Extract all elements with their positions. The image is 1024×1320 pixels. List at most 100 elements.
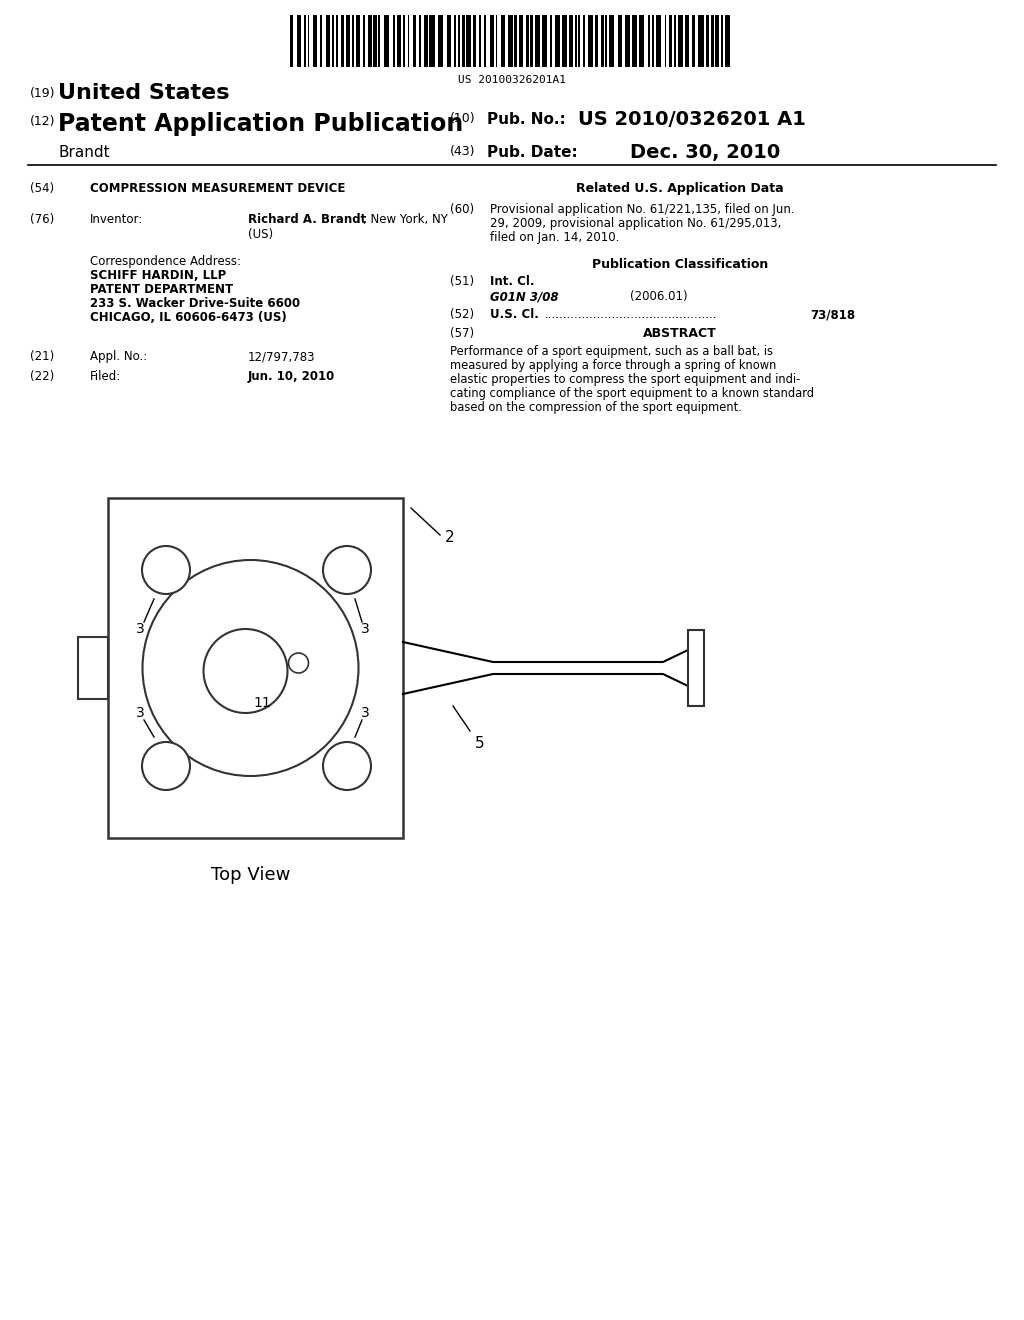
Circle shape bbox=[289, 653, 308, 673]
Text: ..............................................: ........................................… bbox=[545, 308, 718, 321]
Bar bbox=[297, 15, 301, 67]
Circle shape bbox=[204, 630, 288, 713]
Bar bbox=[392, 15, 395, 67]
Bar bbox=[605, 15, 607, 67]
Text: based on the compression of the sport equipment.: based on the compression of the sport eq… bbox=[450, 401, 741, 414]
Bar bbox=[685, 15, 688, 67]
Text: 3: 3 bbox=[135, 706, 144, 719]
Text: 233 S. Wacker Drive-Suite 6600: 233 S. Wacker Drive-Suite 6600 bbox=[90, 297, 300, 310]
Bar bbox=[108, 498, 403, 838]
Bar bbox=[543, 15, 548, 67]
Bar bbox=[526, 15, 529, 67]
Text: filed on Jan. 14, 2010.: filed on Jan. 14, 2010. bbox=[490, 231, 620, 244]
Text: Pub. No.:: Pub. No.: bbox=[487, 112, 565, 127]
Text: (US): (US) bbox=[248, 228, 273, 242]
Text: Dec. 30, 2010: Dec. 30, 2010 bbox=[630, 143, 780, 162]
Text: U.S. Cl.: U.S. Cl. bbox=[490, 308, 539, 321]
Bar bbox=[346, 15, 350, 67]
Text: (43): (43) bbox=[450, 145, 475, 158]
Bar bbox=[446, 15, 451, 67]
Text: (19): (19) bbox=[30, 87, 55, 100]
Bar bbox=[647, 15, 650, 67]
Text: (52): (52) bbox=[450, 308, 474, 321]
Text: 3: 3 bbox=[135, 622, 144, 636]
Text: United States: United States bbox=[58, 83, 229, 103]
Text: (51): (51) bbox=[450, 275, 474, 288]
Bar bbox=[725, 15, 730, 67]
Bar bbox=[403, 15, 406, 67]
Text: Inventor:: Inventor: bbox=[90, 213, 143, 226]
Circle shape bbox=[142, 742, 190, 789]
Text: Richard A. Brandt: Richard A. Brandt bbox=[248, 213, 367, 226]
Text: US 2010/0326201 A1: US 2010/0326201 A1 bbox=[578, 110, 806, 129]
Circle shape bbox=[323, 742, 371, 789]
Bar bbox=[351, 15, 354, 67]
Bar bbox=[721, 15, 723, 67]
Bar bbox=[455, 15, 457, 67]
Text: cating compliance of the sport equipment to a known standard: cating compliance of the sport equipment… bbox=[450, 387, 814, 400]
Text: PATENT DEPARTMENT: PATENT DEPARTMENT bbox=[90, 282, 233, 296]
Text: 5: 5 bbox=[475, 737, 484, 751]
Bar bbox=[429, 15, 434, 67]
Text: (22): (22) bbox=[30, 370, 54, 383]
Bar bbox=[555, 15, 559, 67]
Text: Provisional application No. 61/221,135, filed on Jun.: Provisional application No. 61/221,135, … bbox=[490, 203, 795, 216]
Text: elastic properties to compress the sport equipment and indi-: elastic properties to compress the sport… bbox=[450, 374, 800, 385]
Bar bbox=[489, 15, 495, 67]
Bar bbox=[332, 15, 334, 67]
Text: 2: 2 bbox=[445, 531, 455, 545]
Bar bbox=[462, 15, 465, 67]
Bar bbox=[458, 15, 460, 67]
Text: Performance of a sport equipment, such as a ball bat, is: Performance of a sport equipment, such a… bbox=[450, 345, 773, 358]
Bar bbox=[711, 15, 714, 67]
Bar bbox=[290, 15, 730, 67]
Bar bbox=[373, 15, 377, 67]
Bar bbox=[362, 15, 366, 67]
Bar bbox=[473, 15, 476, 67]
Bar bbox=[601, 15, 603, 67]
Bar bbox=[419, 15, 421, 67]
Bar bbox=[588, 15, 593, 67]
Text: SCHIFF HARDIN, LLP: SCHIFF HARDIN, LLP bbox=[90, 269, 226, 282]
Text: 11: 11 bbox=[254, 696, 271, 710]
Text: Jun. 10, 2010: Jun. 10, 2010 bbox=[248, 370, 335, 383]
Text: US 20100326201A1: US 20100326201A1 bbox=[458, 75, 566, 84]
Bar bbox=[706, 15, 709, 67]
Text: (57): (57) bbox=[450, 327, 474, 341]
Bar bbox=[341, 15, 344, 67]
Bar bbox=[639, 15, 644, 67]
Text: Patent Application Publication: Patent Application Publication bbox=[58, 112, 463, 136]
Bar bbox=[688, 630, 705, 706]
Bar bbox=[396, 15, 401, 67]
Bar bbox=[569, 15, 572, 67]
Bar bbox=[562, 15, 567, 67]
Bar bbox=[313, 15, 316, 67]
Text: 29, 2009, provisional application No. 61/295,013,: 29, 2009, provisional application No. 61… bbox=[490, 216, 781, 230]
Text: Pub. Date:: Pub. Date: bbox=[487, 145, 578, 160]
Bar bbox=[575, 15, 577, 67]
Bar bbox=[550, 15, 552, 67]
Bar bbox=[698, 15, 703, 67]
Bar bbox=[307, 15, 309, 67]
Bar bbox=[466, 15, 471, 67]
Bar bbox=[356, 15, 359, 67]
Text: (10): (10) bbox=[450, 112, 475, 125]
Bar bbox=[669, 15, 672, 67]
Text: CHICAGO, IL 60606-6473 (US): CHICAGO, IL 60606-6473 (US) bbox=[90, 312, 287, 323]
Text: Publication Classification: Publication Classification bbox=[592, 257, 768, 271]
Bar bbox=[530, 15, 534, 67]
Text: (21): (21) bbox=[30, 350, 54, 363]
Text: Int. Cl.: Int. Cl. bbox=[490, 275, 535, 288]
Bar bbox=[78, 638, 108, 700]
Text: 12/797,783: 12/797,783 bbox=[248, 350, 315, 363]
Bar bbox=[674, 15, 676, 67]
Bar bbox=[384, 15, 389, 67]
Bar bbox=[632, 15, 637, 67]
Text: COMPRESSION MEASUREMENT DEVICE: COMPRESSION MEASUREMENT DEVICE bbox=[90, 182, 345, 195]
Bar bbox=[509, 15, 513, 67]
Bar bbox=[326, 15, 331, 67]
Text: ABSTRACT: ABSTRACT bbox=[643, 327, 717, 341]
Bar bbox=[656, 15, 662, 67]
Bar bbox=[514, 15, 517, 67]
Bar bbox=[438, 15, 443, 67]
